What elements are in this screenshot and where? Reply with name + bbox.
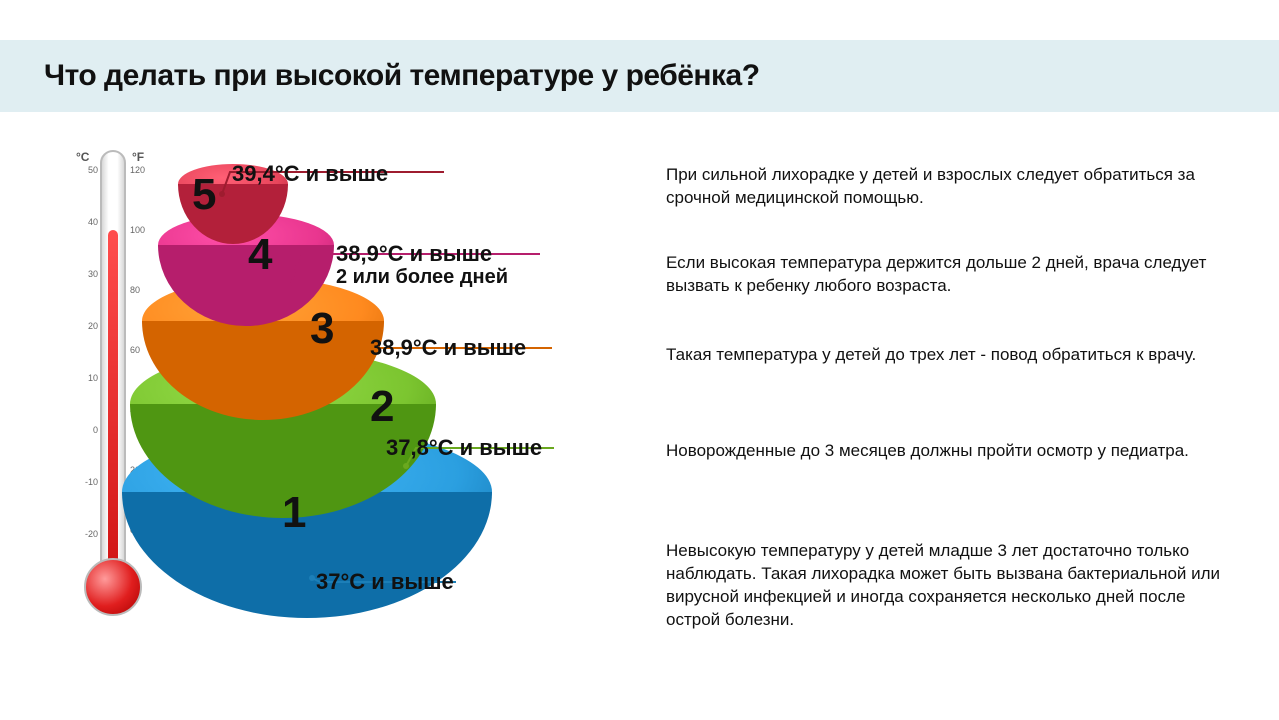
scale-c-tick: 40 — [88, 218, 98, 227]
thermometer-bulb — [84, 558, 142, 616]
scale-c-tick: 0 — [93, 426, 98, 435]
thermometer-fill — [108, 230, 118, 570]
unit-fahrenheit: °F — [132, 150, 144, 164]
title-bar: Что делать при высокой температуре у реб… — [0, 40, 1279, 112]
scale-c-tick: 50 — [88, 166, 98, 175]
scale-c-tick: -20 — [85, 530, 98, 539]
temp-label-5: 39,4°C и выше — [232, 162, 388, 186]
scale-f-tick: 80 — [130, 286, 140, 295]
step-number-1: 1 — [282, 488, 306, 538]
temp-label-3: 38,9°C и выше — [370, 336, 526, 360]
desc-4: Если высокая температура держится дольше… — [666, 252, 1239, 298]
temp-label-4: 38,9°C и выше2 или более дней — [336, 242, 508, 288]
temp-value: 38,9°C и выше — [370, 335, 526, 360]
desc-3: Такая температура у детей до трех лет - … — [666, 344, 1239, 367]
step-number-4: 4 — [248, 230, 272, 280]
temp-label-2: 37,8°C и выше — [386, 436, 542, 460]
temp-sub: 2 или более дней — [336, 266, 508, 288]
step-number-2: 2 — [370, 382, 394, 432]
scale-c-tick: 20 — [88, 322, 98, 331]
scale-c-tick: -10 — [85, 478, 98, 487]
temp-value: 38,9°C и выше — [336, 241, 492, 266]
desc-2: Новорожденные до 3 месяцев должны пройти… — [666, 440, 1239, 463]
unit-celsius: °C — [76, 150, 89, 164]
temp-label-1: 37°C и выше — [316, 570, 454, 594]
page-title: Что делать при высокой температуре у реб… — [44, 59, 760, 93]
desc-5: При сильной лихорадке у детей и взрослых… — [666, 164, 1239, 210]
scale-c-tick: 30 — [88, 270, 98, 279]
step-number-5: 5 — [192, 170, 216, 220]
step-chart: 5432 1 — [170, 150, 590, 620]
temp-value: 39,4°C и выше — [232, 161, 388, 186]
scale-f-tick: 120 — [130, 166, 145, 175]
desc-1: Невысокую температуру у детей младше 3 л… — [666, 540, 1239, 632]
scale-c-tick: 10 — [88, 374, 98, 383]
scale-f-tick: 100 — [130, 226, 145, 235]
temp-value: 37°C и выше — [316, 569, 454, 594]
step-number-3: 3 — [310, 304, 334, 354]
temp-value: 37,8°C и выше — [386, 435, 542, 460]
